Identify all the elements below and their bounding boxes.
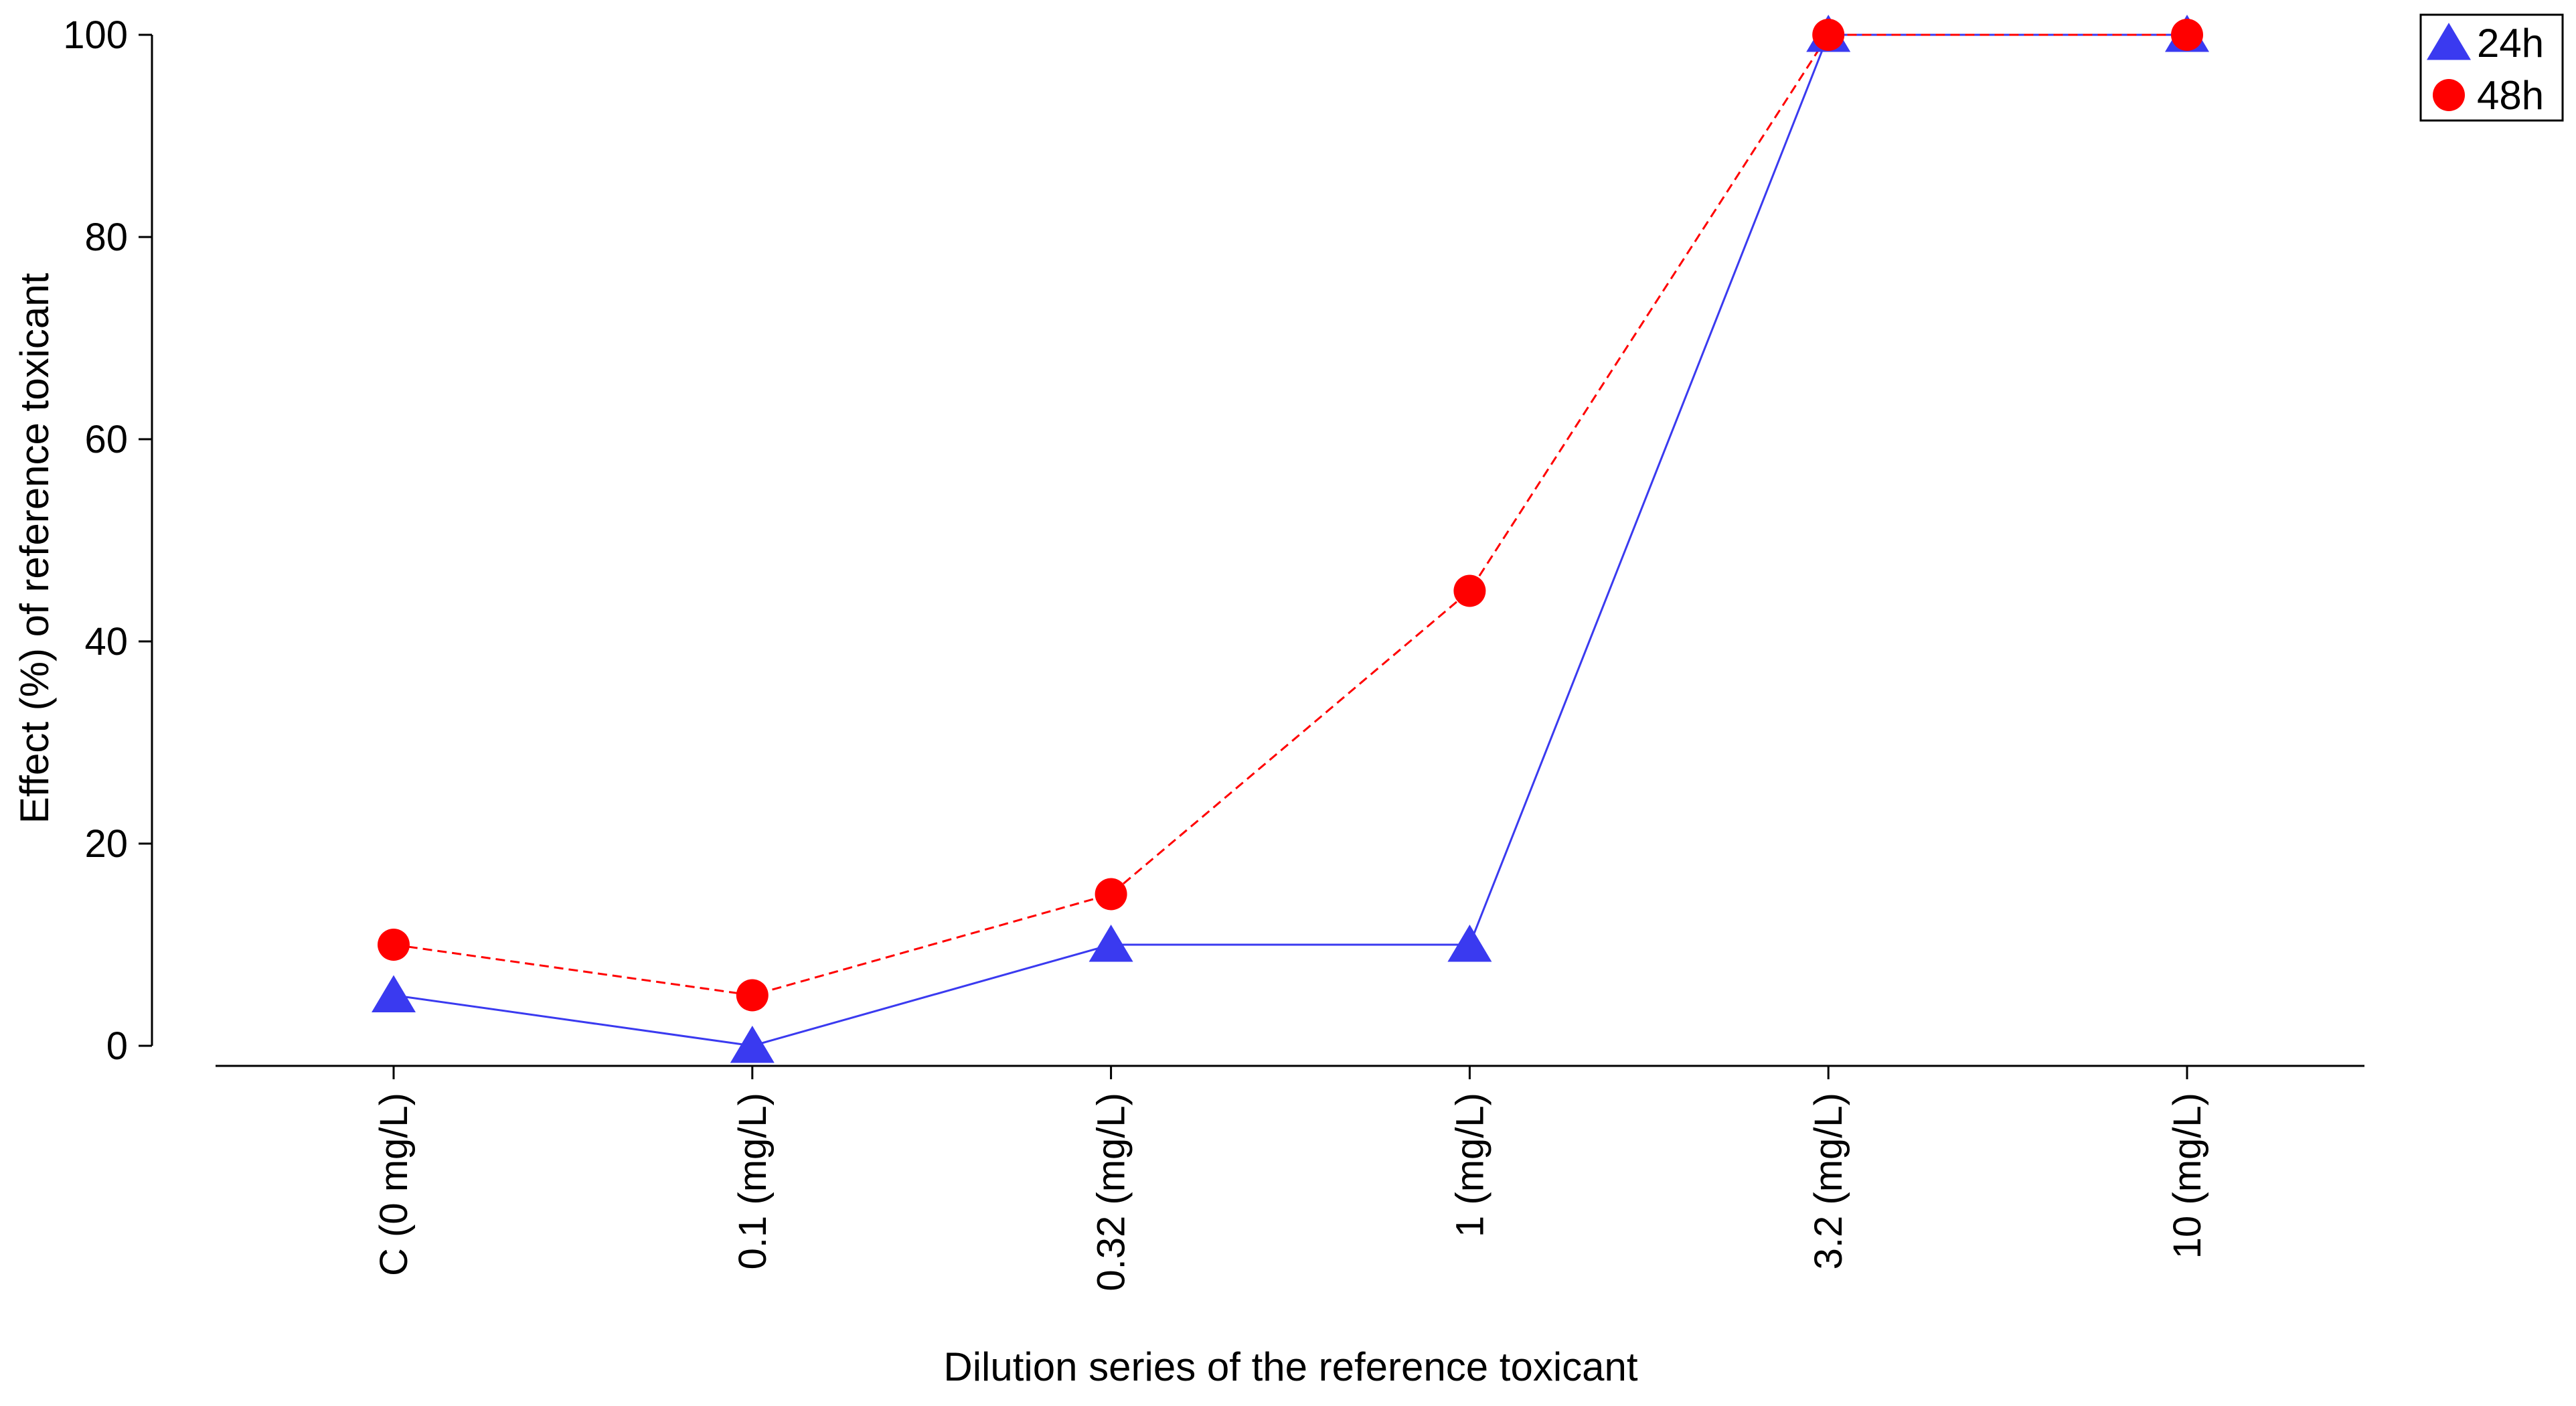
data-point-24h [1447, 925, 1492, 962]
x-tick-label: 0.32 (mg/L) [1090, 1093, 1133, 1292]
series-24h [393, 33, 2187, 1047]
data-point-48h [1095, 878, 1127, 911]
series-markers-24h [372, 15, 2209, 1063]
y-tick-label: 40 [84, 620, 128, 663]
data-point-48h [2171, 19, 2203, 51]
y-tick-label: 60 [84, 418, 128, 461]
x-tick-label: 10 (mg/L) [2166, 1093, 2209, 1259]
series-layer [372, 15, 2209, 1063]
series-48h [393, 33, 2187, 997]
y-tick-label: 100 [63, 13, 128, 57]
series-line-24h [393, 33, 2187, 1047]
data-point-48h [378, 929, 410, 961]
legend-item-24h: 24h [2427, 21, 2544, 66]
x-axis-title: Dilution series of the reference toxican… [943, 1344, 1638, 1389]
y-tick-label: 0 [106, 1024, 128, 1068]
y-tick-label: 80 [84, 216, 128, 259]
y-tick-label: 20 [84, 822, 128, 866]
x-tick-label: 3.2 (mg/L) [1807, 1093, 1850, 1269]
data-point-24h [730, 1026, 775, 1063]
series-line-48h [393, 33, 2187, 997]
data-point-48h [1812, 19, 1845, 51]
y-axis-title: Effect (%) of reference toxicant [12, 272, 57, 824]
x-axis: C (0 mg/L) 0.1 (mg/L) 0.32 (mg/L) 1 (mg/L) 3… [216, 1065, 2364, 1292]
x-tick-label: 1 (mg/L) [1448, 1093, 1492, 1237]
series-markers-48h [378, 19, 2203, 1012]
legend-label: 24h [2477, 21, 2544, 66]
legend-item-48h: 48h [2433, 73, 2544, 118]
legend-label: 48h [2477, 73, 2544, 118]
data-point-48h [736, 979, 769, 1012]
legend-marker-24h [2427, 23, 2471, 60]
data-point-24h [372, 975, 416, 1012]
data-point-24h [1089, 925, 1133, 962]
y-axis: 0 20 40 60 80 100 [63, 13, 153, 1068]
x-tick-label: C (0 mg/L) [372, 1093, 416, 1276]
legend-marker-48h [2433, 79, 2465, 111]
data-point-48h [1453, 574, 1486, 607]
x-tick-label: 0.1 (mg/L) [731, 1093, 775, 1269]
